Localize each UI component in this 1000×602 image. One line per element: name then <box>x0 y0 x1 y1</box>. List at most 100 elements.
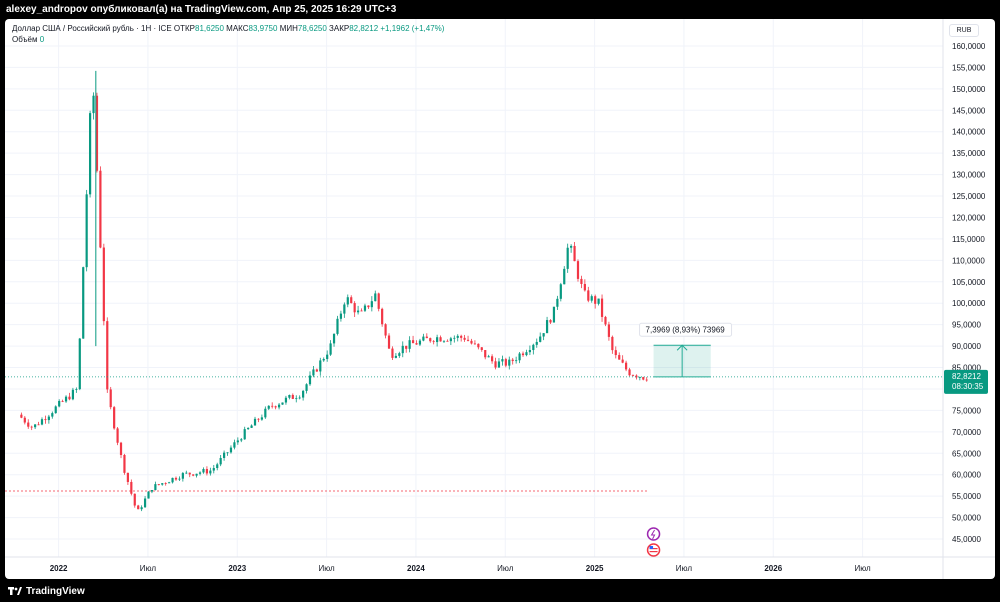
candle-body[interactable] <box>88 113 92 195</box>
candle-body[interactable] <box>549 320 552 323</box>
candle-body[interactable] <box>92 95 95 114</box>
candle-body[interactable] <box>346 297 349 305</box>
candle-body[interactable] <box>597 298 600 304</box>
candle-body[interactable] <box>583 283 586 291</box>
candle-body[interactable] <box>78 338 81 390</box>
candle-body[interactable] <box>456 335 459 338</box>
candle-body[interactable] <box>363 305 367 311</box>
candle-body[interactable] <box>449 338 452 342</box>
candle-body[interactable] <box>51 413 54 417</box>
candle-body[interactable] <box>387 335 391 349</box>
candle-body[interactable] <box>37 424 40 426</box>
candle-body[interactable] <box>594 296 597 304</box>
candle-body[interactable] <box>302 390 305 398</box>
candle-body[interactable] <box>515 360 518 362</box>
candle-body[interactable] <box>398 353 401 356</box>
candle-body[interactable] <box>614 350 617 356</box>
candle-body[interactable] <box>181 473 184 479</box>
candle-body[interactable] <box>487 356 490 358</box>
candle-body[interactable] <box>422 336 425 341</box>
candle-body[interactable] <box>432 341 435 343</box>
candle-body[interactable] <box>518 353 521 361</box>
chart-panel[interactable]: 160,0000 155,0000 150,0000 145,0000 140,0000… <box>5 19 995 579</box>
candle-body[interactable] <box>154 484 157 491</box>
candle-body[interactable] <box>384 324 387 336</box>
candle-body[interactable] <box>298 397 301 399</box>
candle-body[interactable] <box>463 337 466 340</box>
candle-body[interactable] <box>319 360 322 372</box>
candle-body[interactable] <box>150 490 154 492</box>
candle-body[interactable] <box>185 472 188 474</box>
candle-body[interactable] <box>484 350 487 358</box>
candle-body[interactable] <box>312 369 315 376</box>
candle-body[interactable] <box>350 297 353 304</box>
candle-body[interactable] <box>642 377 645 380</box>
candle-body[interactable] <box>305 384 308 391</box>
candle-body[interactable] <box>99 170 102 248</box>
candle-body[interactable] <box>563 268 566 285</box>
candle-body[interactable] <box>216 464 219 469</box>
candle-body[interactable] <box>381 308 384 325</box>
candle-body[interactable] <box>308 375 312 385</box>
candle-body[interactable] <box>535 341 538 345</box>
candle-body[interactable] <box>288 394 291 398</box>
candle-body[interactable] <box>222 452 226 458</box>
candle-body[interactable] <box>635 375 638 378</box>
candle-body[interactable] <box>171 477 174 483</box>
candle-body[interactable] <box>188 472 191 475</box>
candle-body[interactable] <box>453 337 456 339</box>
candle-body[interactable] <box>106 321 109 390</box>
candle-body[interactable] <box>580 278 583 284</box>
candle-body[interactable] <box>40 419 44 425</box>
candle-body[interactable] <box>119 442 123 455</box>
candle-body[interactable] <box>229 447 233 453</box>
candle-body[interactable] <box>82 267 85 339</box>
candle-body[interactable] <box>291 394 294 399</box>
candle-body[interactable] <box>508 359 511 366</box>
candle-body[interactable] <box>356 310 360 313</box>
candle-body[interactable] <box>27 422 30 427</box>
candle-body[interactable] <box>360 310 363 312</box>
candle-body[interactable] <box>556 298 559 307</box>
candle-body[interactable] <box>23 417 26 423</box>
price-chart[interactable]: 160,0000 155,0000 150,0000 145,0000 140,0000… <box>5 19 995 579</box>
candle-body[interactable] <box>192 474 195 476</box>
candle-body[interactable] <box>64 396 68 402</box>
candle-body[interactable] <box>329 343 332 355</box>
candle-body[interactable] <box>425 336 428 339</box>
candle-body[interactable] <box>600 298 604 317</box>
candle-body[interactable] <box>253 418 257 426</box>
candle-body[interactable] <box>322 358 325 361</box>
candle-body[interactable] <box>85 194 88 268</box>
candle-body[interactable] <box>147 491 150 499</box>
candle-body[interactable] <box>339 313 343 319</box>
candle-body[interactable] <box>295 398 298 400</box>
candle-body[interactable] <box>212 468 215 471</box>
candle-body[interactable] <box>281 402 284 405</box>
candle-body[interactable] <box>446 340 449 342</box>
legend-symbol[interactable]: Доллар США / Российский рубль · 1Н · ICE <box>12 24 172 33</box>
candle-body[interactable] <box>140 507 143 510</box>
candle-body[interactable] <box>161 483 164 485</box>
candle-body[interactable] <box>611 336 614 351</box>
candle-body[interactable] <box>460 335 463 338</box>
candle-body[interactable] <box>271 405 274 407</box>
candle-body[interactable] <box>377 293 380 309</box>
candle-body[interactable] <box>494 361 497 368</box>
candle-body[interactable] <box>624 362 628 370</box>
candle-body[interactable] <box>30 426 33 428</box>
candle-body[interactable] <box>236 440 239 443</box>
candle-body[interactable] <box>497 361 501 368</box>
candle-body[interactable] <box>205 469 209 474</box>
legend-volume-label[interactable]: Объём <box>12 35 38 44</box>
candle-body[interactable] <box>68 396 71 400</box>
candle-body[interactable] <box>542 333 545 337</box>
candle-body[interactable] <box>226 452 229 454</box>
candle-body[interactable] <box>133 493 136 506</box>
candle-body[interactable] <box>240 439 243 441</box>
candle-body[interactable] <box>436 337 439 343</box>
candle-body[interactable] <box>343 304 346 314</box>
candle-body[interactable] <box>164 483 167 484</box>
candle-body[interactable] <box>570 245 573 248</box>
candle-body[interactable] <box>264 408 267 418</box>
